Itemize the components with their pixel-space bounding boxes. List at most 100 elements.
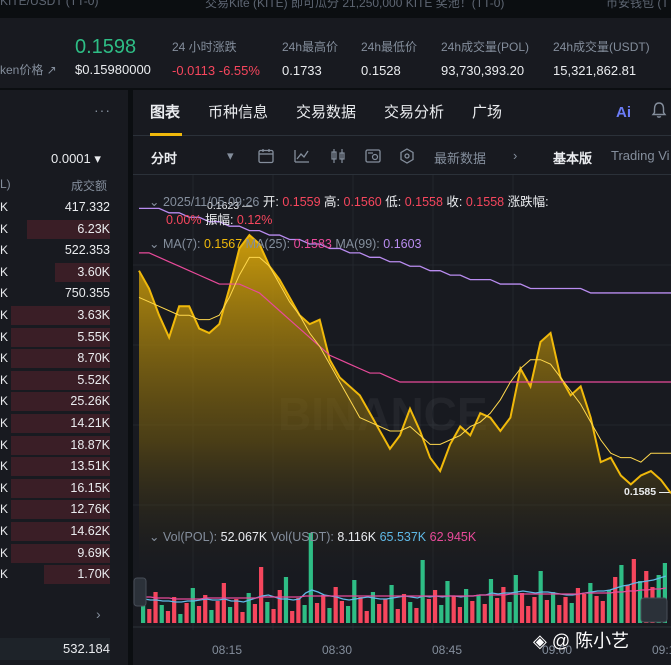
- order-book-amount: K: [0, 545, 9, 560]
- volume-bar: [613, 577, 618, 623]
- order-book-row[interactable]: K 522.353: [0, 240, 120, 261]
- order-book-row[interactable]: K 1.70K: [0, 564, 120, 585]
- volume-bar: [259, 567, 264, 623]
- volume-bar: [209, 610, 214, 623]
- order-book-row[interactable]: K 5.55K: [0, 327, 120, 348]
- depth-bar: [11, 370, 110, 390]
- chart-tabs: 图表 币种信息 交易数据 交易分析 广场 Ai: [133, 90, 671, 136]
- order-book-row[interactable]: K 417.332: [0, 197, 120, 218]
- order-book-turnover: 522.353: [64, 243, 110, 258]
- volume-bar: [147, 609, 152, 623]
- top-strip-right[interactable]: 币安钱包 (TT-0): [606, 0, 671, 10]
- volume-bar: [283, 577, 289, 623]
- tab-square[interactable]: 广场: [472, 104, 503, 121]
- volume-bar: [532, 597, 537, 623]
- chart-panel: 图表 币种信息 交易数据 交易分析 广场 Ai 分时 ▾: [133, 90, 671, 665]
- volume-bar: [420, 560, 425, 623]
- interval-dropdown-icon[interactable]: ▾: [227, 148, 234, 163]
- ohlc-line-1: ⌄ 2025/11/05 09:26 开: 0.1559 高: 0.1560 低…: [149, 191, 549, 210]
- order-book-amount: K: [0, 329, 9, 344]
- order-book-row[interactable]: K 5.52K: [0, 370, 120, 391]
- order-book-turnover: 750.355: [64, 286, 110, 301]
- order-book-row[interactable]: K 12.76K: [0, 499, 120, 520]
- bell-icon[interactable]: [651, 101, 667, 119]
- volume-bar: [333, 587, 338, 623]
- volume-bar: [370, 592, 376, 623]
- interval-select[interactable]: 分时: [151, 151, 178, 166]
- stat-24h-high: 24h最高价 0.1733: [282, 38, 338, 78]
- tab-coin-info[interactable]: 币种信息: [208, 104, 269, 121]
- ohlc-change-label: 涨跌幅:: [507, 195, 549, 209]
- stat-label: 24h最低价: [361, 40, 418, 54]
- order-book-row[interactable]: K 8.70K: [0, 348, 120, 369]
- volume-bar: [464, 589, 469, 623]
- scroll-right-handle: [640, 597, 668, 623]
- basic-version-button[interactable]: 基本版: [553, 151, 593, 166]
- order-book-row[interactable]: K 9.69K: [0, 543, 120, 564]
- latest-data-arrow-icon[interactable]: ›: [513, 148, 518, 163]
- token-price-link[interactable]: ken价格 ↗: [0, 63, 57, 77]
- order-book-turnover: 14.21K: [70, 416, 110, 430]
- volume-bar: [488, 579, 494, 623]
- line-chart-icon[interactable]: [293, 147, 311, 165]
- settings-hex-icon[interactable]: [398, 147, 416, 165]
- order-book-amount: K: [0, 480, 9, 495]
- order-book-row[interactable]: K 6.23K: [0, 219, 120, 240]
- top-strip-info[interactable]: 交易Kite (KITE) 即可瓜分 21,250,000 KITE 奖池！(T…: [205, 0, 505, 10]
- chart-toolbar: 分时 ▾ 最新数据 › 基本版 Trading Vi: [133, 137, 671, 175]
- tab-chart[interactable]: 图表: [150, 104, 181, 121]
- volume-bar: [644, 571, 649, 623]
- order-book-row[interactable]: K 18.87K: [0, 435, 120, 456]
- ai-assistant-icon[interactable]: Ai: [616, 104, 631, 121]
- order-book-row[interactable]: K 750.355: [0, 283, 120, 304]
- time-label: 08:45: [432, 643, 462, 657]
- ohlc-low: 0.1558: [404, 195, 443, 209]
- volume-bar: [408, 602, 413, 623]
- order-book-row[interactable]: K 16.15K: [0, 478, 120, 499]
- order-book-row[interactable]: K 13.51K: [0, 456, 120, 477]
- order-book-turnover: 14.62K: [70, 524, 110, 538]
- depth-bar: [11, 327, 110, 347]
- tradingview-button[interactable]: Trading Vi: [611, 148, 670, 163]
- volume-bar: [240, 612, 245, 623]
- volume-bar: [308, 533, 313, 623]
- collapse-icon[interactable]: ⌄: [149, 530, 160, 544]
- ohlc-amp: 0.12%: [236, 213, 273, 227]
- precision-select[interactable]: 0.0001 ▾: [51, 151, 101, 166]
- indicator-icon[interactable]: [364, 147, 382, 165]
- volume-bar: [482, 604, 487, 623]
- volume-bar: [358, 597, 363, 623]
- depth-bar: [11, 435, 110, 455]
- volume-bar: [501, 587, 506, 623]
- chevron-right-icon[interactable]: ›: [96, 606, 101, 622]
- order-book-turnover: 13.51K: [70, 459, 110, 474]
- tab-trading-analysis[interactable]: 交易分析: [384, 104, 445, 121]
- volume-bar: [637, 581, 643, 623]
- volume-bar: [265, 602, 270, 623]
- price-chart[interactable]: BINANCE 0.1623 —0.1585 — 08:15 08:30 08:45…: [133, 175, 671, 665]
- order-book-row[interactable]: K 3.60K: [0, 262, 120, 283]
- collapse-icon[interactable]: ⌄: [149, 237, 160, 251]
- calendar-icon[interactable]: [257, 147, 275, 165]
- candlestick-icon[interactable]: [329, 147, 347, 165]
- more-options-icon[interactable]: ···: [94, 102, 111, 118]
- order-book-turnover: 8.70K: [77, 351, 110, 366]
- volume-bar: [507, 602, 512, 623]
- order-book-row[interactable]: K 14.21K: [0, 413, 120, 434]
- top-strip-pair[interactable]: KITE/USDT (TT-0): [0, 0, 99, 8]
- time-label: 08:30: [322, 643, 352, 657]
- volume-bar: [526, 606, 531, 623]
- price-line: [138, 233, 671, 494]
- order-book-row[interactable]: K 14.62K: [0, 521, 120, 542]
- latest-data-select[interactable]: 最新数据: [434, 151, 487, 166]
- order-book-row[interactable]: K 25.26K: [0, 391, 120, 412]
- volume-bar: [246, 593, 251, 623]
- collapse-icon[interactable]: ⌄: [149, 195, 160, 209]
- stat-24h-low: 24h最低价 0.1528: [361, 38, 417, 78]
- tab-trading-data[interactable]: 交易数据: [296, 104, 357, 121]
- col-header-turnover: 成交额: [71, 179, 108, 193]
- volume-bar: [227, 607, 233, 623]
- order-book-row[interactable]: K 3.63K: [0, 305, 120, 326]
- last-price-usd: $0.15980000: [75, 62, 151, 77]
- order-book-turnover: 18.87K: [70, 437, 110, 452]
